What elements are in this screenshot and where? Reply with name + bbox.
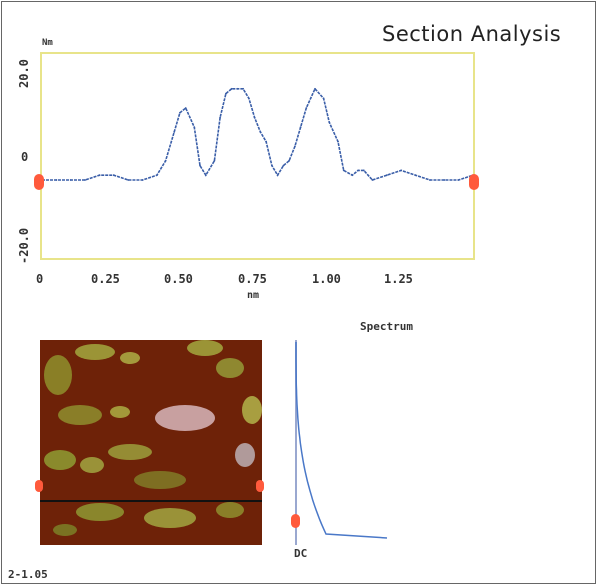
profile-point: [457, 179, 460, 181]
x-tick-label: 1.25: [384, 272, 413, 286]
image-scale-label: 2-1.05: [8, 568, 48, 581]
profile-point: [337, 140, 339, 143]
image-left-marker[interactable]: [35, 480, 43, 492]
profile-point: [299, 126, 302, 129]
profile-point: [156, 174, 158, 177]
profile-point: [225, 92, 227, 95]
profile-point: [55, 179, 58, 181]
profile-point: [294, 145, 296, 148]
afm-height-image[interactable]: [40, 340, 262, 545]
y-tick-label: 20.0: [17, 59, 31, 88]
spectrum-title: Spectrum: [360, 320, 413, 333]
profile-point: [69, 179, 72, 181]
spectrum-chart: [295, 342, 388, 539]
profile-point: [429, 179, 431, 181]
x-axis-unit: nm: [247, 290, 260, 301]
profile-point: [357, 169, 359, 172]
x-tick-label: 0.50: [164, 272, 193, 286]
spectrum-dc-label: DC: [294, 547, 308, 560]
x-tick-label: 0.25: [91, 272, 120, 286]
profile-point: [248, 97, 250, 100]
profile-plot-area[interactable]: [40, 52, 475, 260]
spectrum-curve: [295, 342, 388, 539]
profile-point: [271, 164, 273, 167]
profile-point: [199, 164, 201, 167]
y-tick-label: -20.0: [17, 227, 31, 264]
profile-point: [305, 107, 308, 109]
y-tick-label: 0: [21, 150, 29, 164]
profile-point: [265, 140, 267, 143]
profile-point: [84, 179, 86, 181]
profile-point: [362, 169, 365, 172]
profile-point: [443, 179, 446, 181]
profile-point: [351, 174, 354, 177]
section-line[interactable]: [40, 500, 262, 502]
x-tick-label: 0: [36, 272, 44, 286]
profile-point: [328, 121, 331, 124]
profile-point: [141, 179, 144, 181]
profile-point: [179, 111, 181, 114]
profile-unit-label: Nm: [42, 38, 53, 48]
profile-chart: [42, 87, 473, 181]
profile-point: [98, 174, 101, 177]
profile-point: [414, 174, 417, 177]
profile-point: [184, 107, 187, 109]
image-right-marker[interactable]: [256, 480, 264, 492]
profile-point: [282, 164, 285, 167]
profile-point: [173, 131, 176, 133]
profile-point: [164, 159, 167, 162]
right-section-cursor[interactable]: [469, 174, 479, 190]
profile-point: [288, 159, 290, 162]
window-title: Section Analysis: [382, 22, 562, 46]
profile-point: [253, 116, 256, 119]
profile-point: [127, 179, 130, 181]
profile-point: [242, 87, 245, 90]
spectrum-dc-marker[interactable]: [291, 514, 300, 528]
profile-point: [219, 116, 222, 119]
x-tick-label: 0.75: [238, 272, 267, 286]
profile-series-line: [42, 87, 473, 181]
profile-point: [213, 159, 216, 162]
profile-point: [193, 126, 196, 129]
profile-point: [385, 174, 388, 177]
profile-point: [236, 87, 239, 90]
profile-point: [230, 87, 233, 90]
profile-point: [314, 87, 316, 90]
afm-texture: [40, 340, 262, 545]
profile-point: [371, 179, 374, 181]
profile-point: [112, 174, 115, 177]
profile-point: [276, 174, 279, 177]
profile-point: [204, 174, 207, 177]
profile-point: [342, 169, 345, 172]
left-section-cursor[interactable]: [34, 174, 44, 190]
spectrum-axis: [295, 340, 297, 545]
profile-point: [400, 169, 403, 172]
x-tick-label: 1.00: [312, 272, 341, 286]
profile-point: [322, 97, 325, 100]
profile-point: [259, 131, 262, 133]
